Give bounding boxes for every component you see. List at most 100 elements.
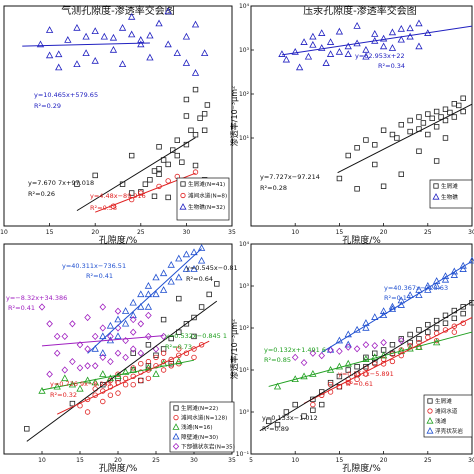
chart-title: 气测孔隙度-渗透率交会图 — [61, 4, 175, 17]
data-point — [335, 47, 344, 55]
data-point — [318, 352, 326, 360]
legend-marker — [173, 414, 179, 421]
data-point — [175, 357, 183, 365]
data-point — [291, 353, 299, 361]
data-point — [76, 384, 84, 392]
data-point — [53, 332, 61, 340]
data-point — [175, 254, 183, 262]
data-point — [76, 364, 84, 372]
data-point — [300, 359, 308, 367]
data-point — [142, 181, 149, 187]
fit-r2: R²=0.26 — [28, 190, 55, 198]
trend-line — [41, 359, 195, 391]
data-point — [433, 124, 440, 130]
data-point — [190, 265, 198, 272]
data-point — [420, 120, 427, 126]
data-point — [145, 332, 152, 340]
fit-r2: R²=0.41 — [8, 304, 35, 312]
data-point — [36, 40, 45, 48]
y-tick-label: 10² — [239, 91, 250, 98]
data-point — [165, 161, 171, 168]
data-point — [300, 38, 308, 45]
data-point — [46, 370, 53, 378]
data-point — [73, 60, 81, 67]
trend-line — [87, 248, 202, 354]
data-point — [92, 172, 98, 179]
data-point — [344, 340, 352, 348]
fit-r2: R²=0.41 — [86, 272, 113, 280]
data-point — [146, 53, 154, 61]
data-point — [336, 347, 343, 355]
data-point — [128, 30, 136, 38]
data-point — [130, 382, 136, 388]
data-point — [451, 315, 458, 322]
legend-label: 生屑滩(N=41) — [188, 180, 225, 188]
data-point — [451, 114, 458, 120]
data-point — [362, 323, 370, 331]
data-point — [441, 275, 450, 283]
x-tick-label: 15 — [336, 229, 344, 236]
data-point — [128, 196, 135, 203]
data-point — [425, 321, 431, 328]
legend-label: 滩间水道(N=8) — [188, 192, 227, 200]
legend-marker — [179, 203, 187, 210]
y-tick-label: 10⁴ — [239, 241, 250, 248]
data-point — [389, 358, 396, 365]
data-point — [192, 169, 199, 175]
data-point — [388, 44, 397, 51]
data-point — [156, 171, 162, 177]
data-point — [192, 86, 199, 93]
fit-equation: y=40.311x−736.51 — [62, 262, 126, 270]
data-point — [407, 128, 413, 135]
data-point — [118, 60, 127, 67]
data-point — [415, 42, 423, 50]
data-point — [107, 358, 114, 366]
data-point — [130, 350, 136, 356]
data-point — [214, 281, 220, 287]
data-point — [416, 114, 422, 120]
x-tick-label: 30 — [468, 229, 474, 236]
legend-marker — [426, 427, 434, 434]
fit-equation: y=0.726 9x−8.245 1 — [50, 380, 118, 388]
data-point — [165, 194, 171, 201]
data-point — [451, 323, 458, 329]
data-point — [160, 316, 167, 323]
fit-equation: y=0.545x−0.81 — [186, 264, 238, 272]
legend-marker — [180, 181, 186, 187]
data-point — [82, 32, 90, 40]
x-tick-label: 10 — [291, 229, 299, 236]
data-point — [61, 332, 69, 340]
data-point — [107, 392, 114, 398]
x-tick-label: 30 — [190, 457, 198, 464]
trend-line — [41, 335, 164, 347]
data-point — [64, 36, 72, 43]
data-point — [144, 302, 153, 310]
data-point — [327, 379, 334, 386]
data-point — [55, 50, 63, 58]
data-point — [336, 373, 343, 380]
data-point — [191, 20, 200, 28]
data-point — [442, 320, 449, 326]
data-point — [397, 337, 405, 345]
fit-r2: R²=0.32 — [50, 391, 77, 399]
data-point — [407, 342, 413, 349]
data-point — [389, 342, 396, 348]
data-point — [362, 355, 370, 362]
data-point — [309, 40, 317, 48]
data-point — [91, 56, 99, 64]
data-point — [115, 390, 121, 396]
data-point — [176, 329, 182, 335]
data-point — [91, 332, 99, 340]
data-point — [191, 314, 197, 321]
data-point — [363, 137, 369, 143]
data-point — [174, 137, 180, 143]
trend-line — [321, 260, 473, 353]
data-point — [55, 63, 63, 71]
fit-equation: y=0.133x−1.012 — [262, 414, 318, 422]
data-point — [278, 50, 286, 57]
data-point — [122, 337, 129, 345]
data-point — [183, 96, 190, 103]
data-point — [146, 31, 154, 39]
data-point — [204, 102, 211, 108]
